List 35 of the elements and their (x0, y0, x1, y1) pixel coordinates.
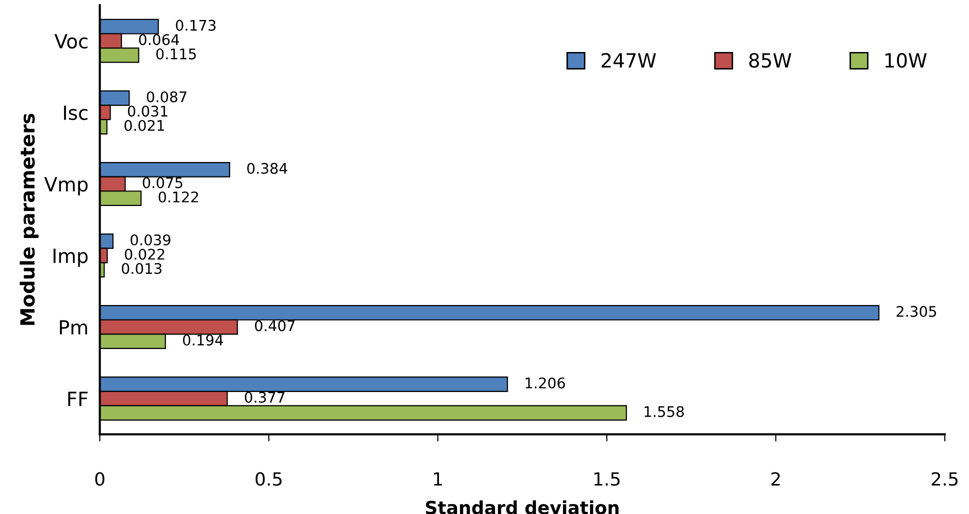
x-tick-label: 1.5 (594, 472, 620, 486)
y-tick-label: Pm (60, 320, 88, 334)
data-label: 0.173 (176, 20, 216, 31)
legend-label: 10W (885, 53, 927, 68)
x-tick-label: 1 (434, 472, 442, 486)
data-label: 0.039 (130, 234, 170, 246)
data-label: 0.075 (142, 177, 182, 188)
data-label: 0.031 (128, 106, 168, 117)
y-tick-label: Voc (54, 34, 88, 49)
data-label: 0.064 (139, 34, 180, 46)
y-tick-label: FF (68, 392, 88, 406)
data-label: 1.558 (644, 406, 684, 418)
x-axis-title: Standard deviation (426, 500, 619, 514)
data-label: 0.022 (124, 248, 164, 260)
y-tick-label: Vmp (44, 177, 88, 196)
x-tick-label: 0 (95, 472, 104, 486)
data-label: 0.021 (124, 120, 164, 131)
data-label: 0.384 (247, 162, 288, 174)
x-tick-label: 2 (771, 472, 780, 486)
legend-label: 85W (749, 53, 792, 68)
x-tick-label: 0.5 (256, 472, 282, 486)
data-label: 2.305 (896, 306, 936, 317)
data-label: 0.013 (122, 263, 162, 274)
y-axis-title: Module parameters (20, 114, 39, 325)
data-label: 0.194 (183, 334, 223, 346)
y-tick-label: Isc (64, 106, 88, 120)
data-label: 0.122 (158, 191, 198, 203)
data-label: 1.206 (526, 377, 565, 388)
y-tick-label: Imp (54, 248, 88, 267)
data-label: 0.377 (244, 392, 284, 403)
data-label: 0.115 (156, 48, 196, 60)
data-label: 0.087 (146, 91, 186, 102)
x-tick-label: 2.5 (932, 472, 958, 486)
data-label: 0.407 (254, 320, 295, 332)
legend-label: 247W (602, 53, 656, 68)
